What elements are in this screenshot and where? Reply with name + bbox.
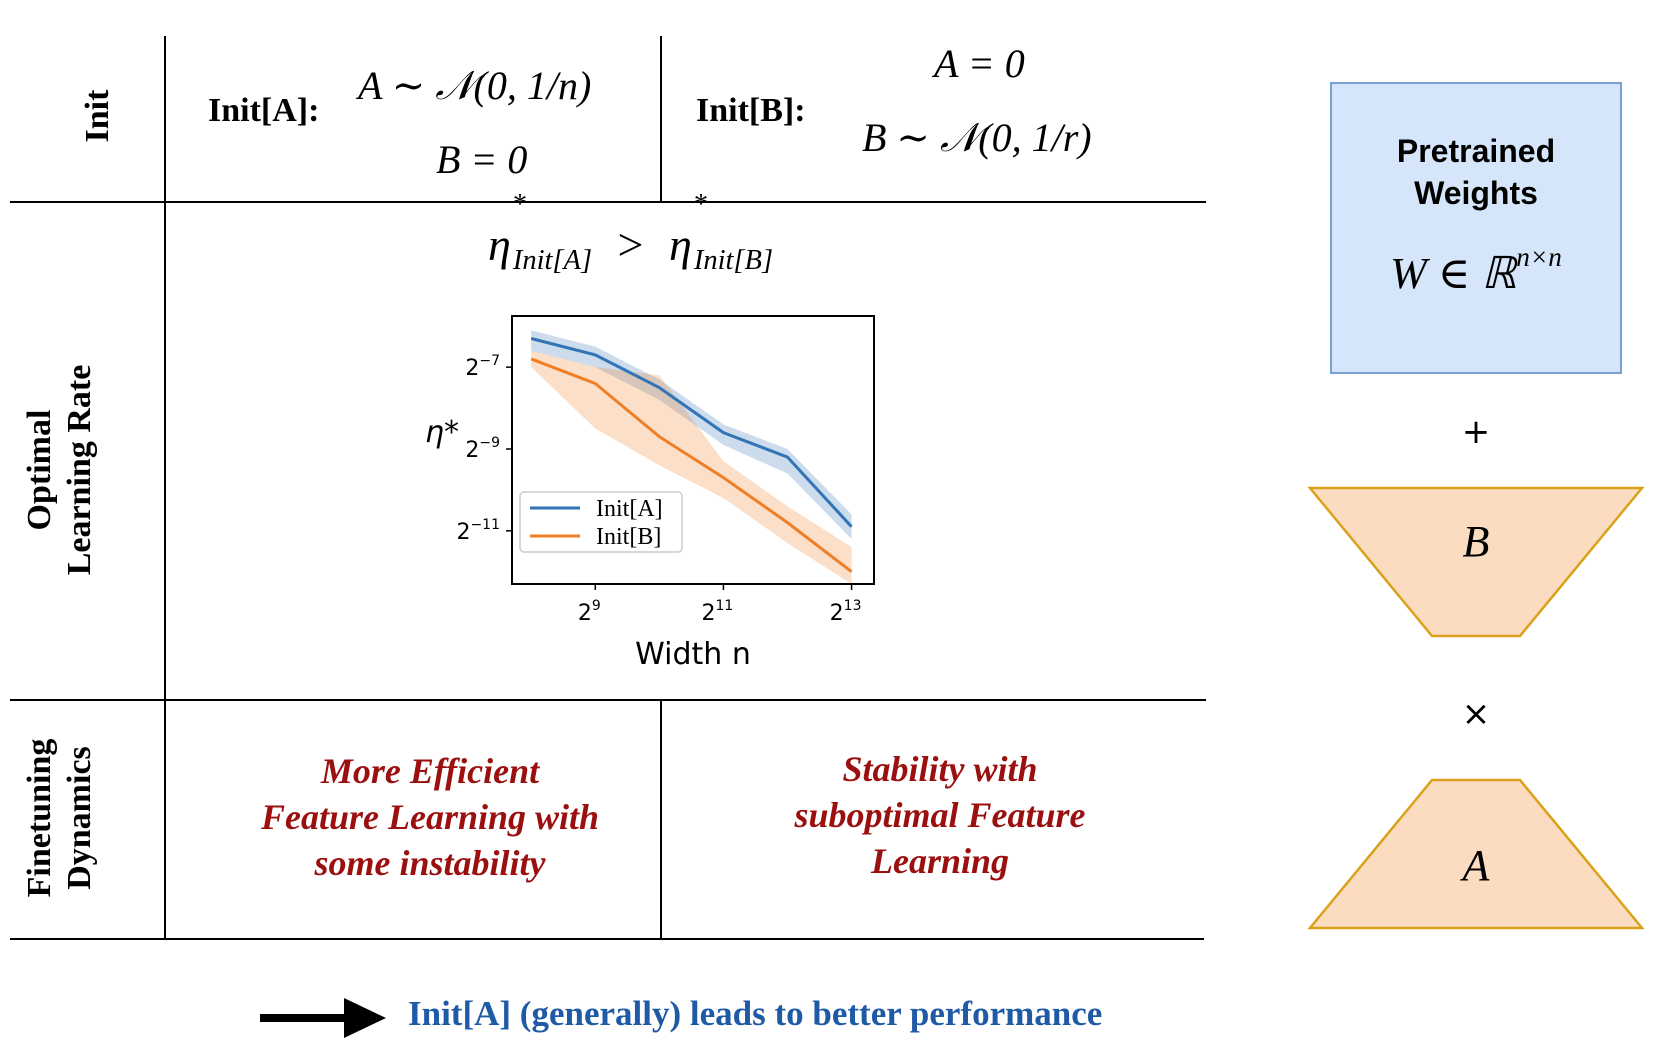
series-line-1: [530, 357, 853, 573]
dynamics-init-b: Stability with suboptimal Feature Learning: [794, 749, 1086, 881]
left-column-divider: [164, 36, 166, 940]
arrow-right-icon: [260, 998, 386, 1038]
y-tick-label-2: 2−11: [456, 517, 500, 545]
row-label-optimal-lr: Optimal Learning Rate: [21, 364, 98, 576]
legend-label-1: Init[B]: [596, 524, 661, 550]
init-a-label: Init[A]:: [208, 92, 320, 129]
row-label-finetuning-dynamics: Finetuning Dynamics: [21, 738, 98, 898]
lora-a-label: A: [1460, 841, 1491, 890]
times-sign: ×: [1461, 694, 1491, 734]
x-tick-label-2: 213: [830, 598, 862, 626]
pretrained-weights-formula: W ∈ ℝn×n: [1390, 242, 1562, 298]
lora-b-trapezoid: B: [1307, 486, 1645, 638]
plot-frame: [511, 315, 875, 585]
x-tick-label-1: 211: [702, 598, 734, 626]
pretrained-weights-box: Pretrained Weights W ∈ ℝn×n: [1330, 82, 1622, 374]
series-band-1: [531, 350, 852, 584]
series-band-0: [531, 330, 852, 539]
dynamics-init-a: More Efficient Feature Learning with some …: [260, 751, 600, 883]
lora-b-label: B: [1463, 517, 1490, 566]
init-b-label: Init[B]:: [696, 92, 806, 129]
lr-inequality: η * Init[A] > η * Init[B]: [488, 189, 774, 276]
pretrained-weights-title: Pretrained Weights: [1396, 133, 1556, 211]
dyn-column-divider: [660, 700, 662, 938]
series-line-0: [530, 337, 853, 528]
init-a-formula-b: B = 0: [436, 137, 528, 182]
x-tick-label-0: 29: [578, 598, 601, 626]
legend-label-0: Init[A]: [596, 496, 663, 522]
footer-conclusion: Init[A] (generally) leads to better perf…: [408, 994, 1103, 1033]
init-b-formula-a: A = 0: [934, 41, 1025, 86]
lr-chart: 2−7 2−9 2−11 29 211 213 Width n η* Init[A]Init[B…: [425, 315, 875, 672]
plus-sign: +: [1461, 412, 1491, 452]
x-axis-label: Width n: [635, 637, 751, 672]
row-divider-bottom: [10, 938, 1204, 940]
init-a-formula-a: A ∼ 𝒩(0, 1/n): [358, 63, 592, 108]
init-b-formula-b: B ∼ 𝒩(0, 1/r): [862, 115, 1092, 160]
y-tick-label-0: 2−7: [465, 353, 500, 381]
row-divider-lr: [10, 699, 1206, 701]
row-label-init: Init: [79, 89, 116, 143]
y-tick-label-1: 2−9: [465, 435, 500, 463]
lora-a-trapezoid: A: [1307, 778, 1645, 930]
init-column-divider: [660, 36, 662, 201]
row-divider-init: [10, 201, 1206, 203]
y-axis-label: η*: [425, 415, 459, 450]
